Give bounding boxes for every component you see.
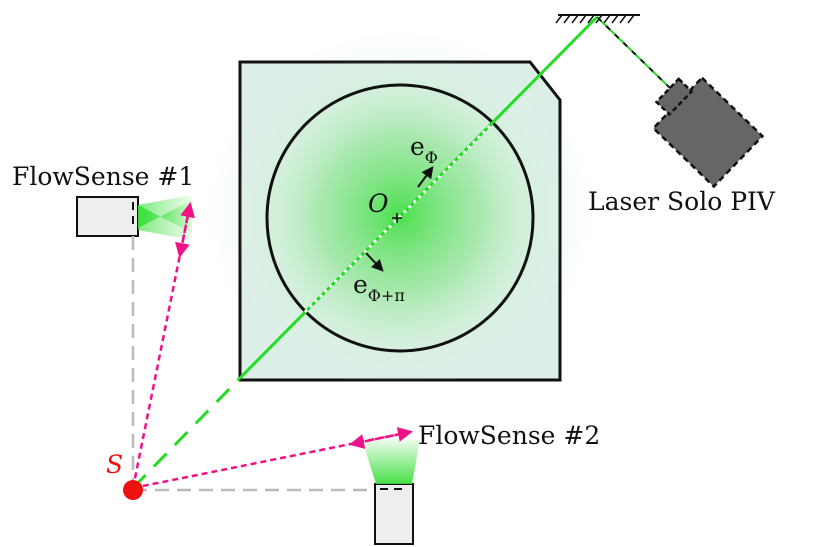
source-label: S bbox=[106, 450, 123, 479]
source-point bbox=[123, 480, 143, 500]
camera1-label: FlowSense #1 bbox=[12, 162, 194, 191]
camera1-body bbox=[76, 196, 139, 237]
camera2-view-cone bbox=[362, 440, 420, 484]
camera1-view-cone-inner bbox=[138, 195, 192, 240]
laser-sheet-dots bbox=[303, 122, 494, 314]
laser-beam-extension bbox=[131, 376, 242, 490]
hatched-mirror-icon bbox=[555, 14, 640, 24]
plus-icon bbox=[392, 213, 402, 223]
cylinder-outline bbox=[265, 83, 535, 353]
e-phi-label: eΦ bbox=[410, 132, 438, 167]
e-phi-pi-label: eΦ+π bbox=[353, 270, 405, 305]
camera2-body bbox=[374, 483, 414, 545]
laser-to-mirror-dashed bbox=[596, 16, 673, 91]
vector-e-phi bbox=[417, 166, 434, 188]
camera2-label: FlowSense #2 bbox=[418, 421, 600, 450]
laser-device-icon bbox=[651, 76, 765, 189]
center-label: O bbox=[368, 189, 389, 218]
laser-label: Laser Solo PIV bbox=[588, 187, 776, 216]
ray-camera1-return bbox=[174, 204, 192, 258]
vector-e-phi-pi bbox=[365, 252, 384, 272]
